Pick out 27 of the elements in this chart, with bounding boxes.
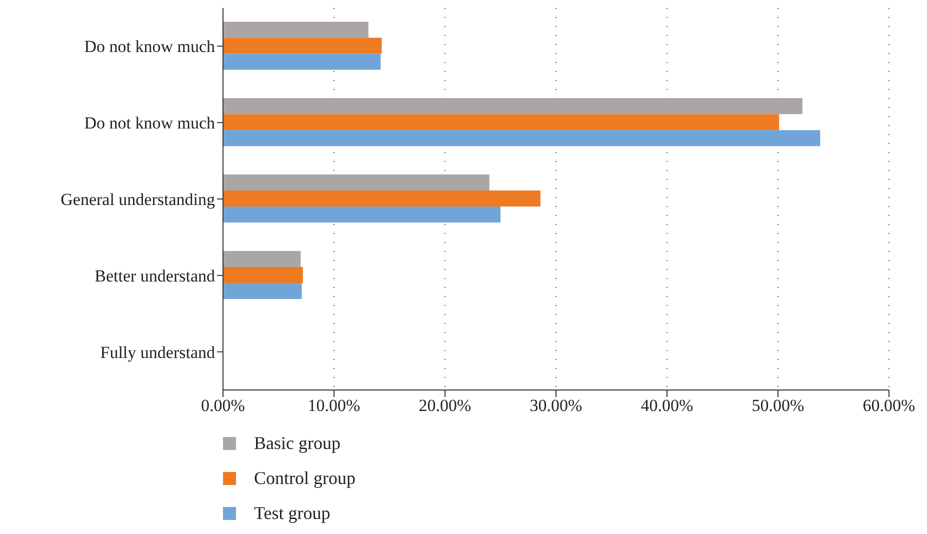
bar	[223, 174, 490, 191]
x-tick-label: 60.00%	[862, 396, 916, 416]
x-tick-label: 40.00%	[640, 396, 694, 416]
bar	[223, 282, 302, 299]
bar	[223, 130, 820, 146]
bar	[223, 38, 382, 54]
bar	[223, 22, 368, 38]
y-tick-label: General understanding	[60, 190, 216, 210]
y-tick-label: Fully understand	[100, 342, 216, 362]
bar	[223, 114, 780, 130]
legend-label: Control group	[254, 468, 356, 488]
x-tick-label: 20.00%	[418, 396, 472, 416]
legend-label: Test group	[254, 502, 330, 524]
bar	[223, 266, 303, 283]
x-tick-label: 10.00%	[308, 396, 360, 416]
y-tick-label: Do not know much	[84, 114, 216, 133]
x-tick-label: 30.00%	[530, 396, 582, 416]
bar	[223, 250, 301, 267]
legend-label: Basic group	[254, 432, 340, 454]
x-tick-label: 50.00%	[752, 396, 804, 416]
bar	[223, 206, 500, 223]
bar	[223, 54, 381, 70]
bar	[223, 190, 540, 207]
bar	[223, 98, 802, 114]
y-tick-label: Better understand	[94, 266, 216, 286]
y-tick-label: Do not know much	[84, 37, 216, 56]
x-tick-label: 0.00%	[201, 396, 245, 416]
